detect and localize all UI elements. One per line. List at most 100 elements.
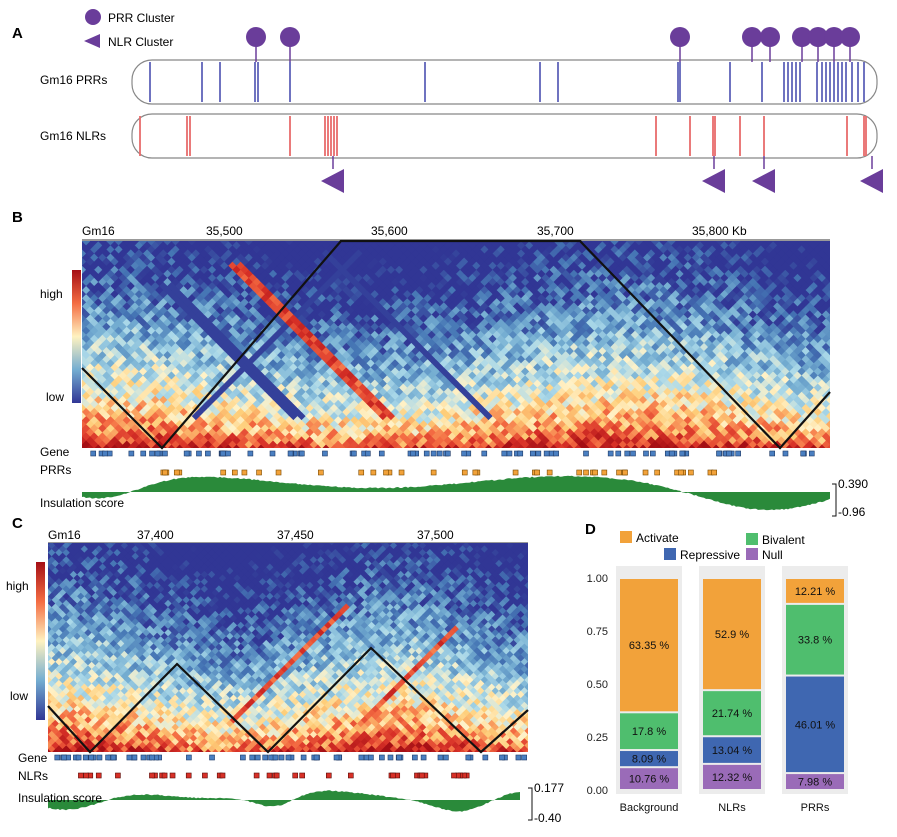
hic-cell [833,321,842,330]
hic-cell [837,236,846,245]
hic-cell [837,374,846,383]
hic-cell [837,268,846,277]
hic-cell [829,349,830,360]
hic-cell [833,305,842,314]
hic-cell [833,411,842,420]
hic-cell [833,240,842,249]
gene-marker [643,450,649,457]
prr-cluster-legend-label: PRR Cluster [108,11,175,25]
nlr-gene-markers [139,116,867,156]
hic-cell [829,284,830,295]
hic-cell [837,301,846,310]
hic-cell [833,281,842,290]
hic-cell [829,292,830,303]
hic-cell [837,366,846,375]
gene-marker [769,450,775,457]
hic-cell [829,309,830,319]
nlr-cluster-icon [752,169,775,193]
hic-cell [837,423,846,432]
hic-cell [829,414,830,425]
hic-cell [837,309,846,318]
panel-b-chrom-label: Gm16 [82,224,115,238]
hic-cell [833,435,842,444]
hic-cell [829,317,830,327]
gene-track-b [90,450,815,457]
nlr-cluster-icon [860,169,883,193]
hic-cell [829,390,830,400]
hic-cell [837,342,846,351]
nlr-cluster-icon [321,169,344,193]
nlr-cluster-icon [702,169,725,193]
hic-cell [829,244,830,254]
hic-cell [833,395,842,404]
hic-cell [833,419,842,428]
hic-cell [833,427,842,436]
prr-cluster-legend-icon [85,9,101,25]
hic-cell [833,362,842,371]
hic-cell [837,350,846,359]
hic-cell [833,443,842,452]
hic-cell [833,329,842,338]
prr-track-label: Gm16 PRRs [40,73,107,87]
hic-cell [833,378,842,387]
prr-cluster-icon [792,27,812,47]
hic-cell [837,382,846,391]
hic-cell [837,390,846,399]
hic-cell [837,277,846,286]
hic-cell [829,325,830,335]
hic-cell [833,354,842,363]
hic-heatmap-b [82,236,846,452]
hic-cell [837,407,846,416]
hic-cell [829,333,830,343]
hic-cell [833,273,842,282]
hic-cell [829,439,830,448]
prr-cluster-icon [824,27,844,47]
hic-cell [829,431,830,441]
hic-cell [829,341,830,352]
hic-cell [837,317,846,326]
panel-b-label: B [12,209,23,226]
hic-cell [829,301,830,311]
hic-cell [837,358,846,367]
hic-cell [829,260,830,270]
hic-cell [833,403,842,412]
hic-cell [829,374,830,384]
hic-cell [837,244,846,253]
gene-marker [322,450,328,457]
nlr-cluster-markers [321,156,883,193]
hic-cell [833,338,842,347]
panel-b-tick-3: 35,700 [537,224,574,238]
prr-cluster-icon [280,27,300,47]
hic-cell [829,398,830,408]
prr-chromosome-track [131,59,878,105]
colorbar-b [72,270,81,403]
nlr-chromosome-track [131,113,878,159]
gene-marker [436,450,443,457]
prr-row-label-b: PRRs [40,463,71,477]
hic-cell [837,252,846,261]
hic-cell [829,382,830,392]
prr-cluster-icon [742,27,762,47]
nlr-cluster-legend-icon [84,34,100,48]
gene-row-label-b: Gene [40,445,70,459]
hic-cell [837,325,846,334]
hic-cell [829,268,830,278]
gene-marker [506,450,513,457]
colorbar-b-low: low [46,390,64,404]
prr-gene-markers [149,62,865,102]
hic-cell [833,248,842,257]
nlr-track-label: Gm16 NLRs [40,129,106,143]
hic-cell [833,386,842,395]
hic-cell [837,260,846,269]
hic-cell [833,346,842,355]
prr-cluster-markers [246,27,860,62]
prr-cluster-icon [808,27,828,47]
prr-cluster-icon [670,27,690,47]
hic-cell [829,422,830,433]
hic-cell [833,370,842,379]
hic-cell [833,297,842,306]
hic-cell [837,399,846,408]
hic-cell [833,289,842,298]
prr-cluster-icon [246,27,266,47]
hic-cell [833,313,842,322]
